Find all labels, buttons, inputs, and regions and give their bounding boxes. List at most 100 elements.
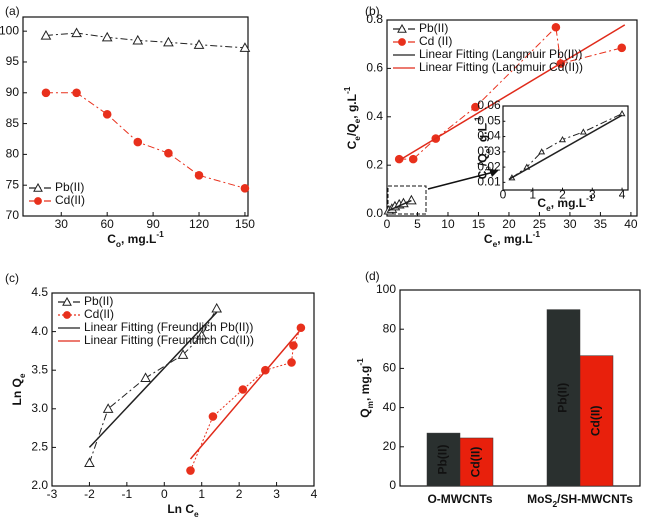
x-axis-label-part: -1 — [586, 193, 594, 203]
y-tick-label: 60 — [383, 361, 397, 375]
panel-label: (c) — [5, 271, 19, 285]
x-axis-label-part: -1 — [156, 229, 164, 239]
x-tick-label: 4 — [619, 187, 626, 201]
x-tick-label: 120 — [189, 217, 209, 231]
marker — [238, 385, 248, 394]
y-axis-label-part: /Q — [345, 123, 359, 136]
marker — [62, 296, 72, 306]
bar-label: Pb(II) — [436, 445, 450, 475]
x-tick-label: 5 — [414, 217, 421, 231]
marker — [186, 466, 195, 475]
x-tick-label: MoS2/SH-MWCNTs — [527, 492, 633, 509]
y-tick-label: 0.2 — [366, 157, 383, 171]
y-tick-label: 95 — [6, 54, 20, 68]
y-axis-label: Ce/Qe, g.L-1 — [342, 86, 362, 149]
marker — [208, 412, 218, 421]
y-tick-label: 0.06 — [477, 98, 501, 112]
x-axis-label: Ln Ce — [167, 502, 199, 519]
y-tick-label: 85 — [6, 116, 20, 130]
y-tick-label: 90 — [6, 85, 20, 99]
marker — [471, 102, 480, 112]
y-tick-label: 0.4 — [366, 109, 383, 123]
marker — [559, 135, 566, 143]
x-axis-label: Ce, mg.L-1 — [537, 193, 593, 213]
panel-label: (b) — [365, 4, 380, 18]
bar — [459, 437, 494, 487]
marker — [196, 329, 208, 340]
y-tick-label: 4.5 — [31, 285, 48, 299]
x-tick-label: O-MWCNTs — [427, 492, 492, 506]
y-tick-label: 40 — [383, 400, 397, 414]
x-tick-label: 25 — [533, 217, 547, 231]
bar-label: Cd(II) — [469, 447, 483, 478]
legend-label: Pb(II) — [55, 180, 84, 194]
y-tick-label: 4.0 — [31, 324, 48, 338]
y-tick-label: 20 — [383, 439, 397, 453]
marker — [34, 197, 42, 205]
x-axis-label-part: -1 — [533, 229, 541, 239]
y-axis-label-part: e — [482, 166, 492, 171]
marker — [101, 31, 113, 42]
marker — [140, 372, 151, 383]
x-tick-label: 3 — [589, 187, 596, 201]
series-line — [508, 114, 623, 180]
legend-label: Cd(II) — [84, 307, 114, 321]
y-tick-label: 80 — [6, 147, 20, 161]
y-tick-label: 0.05 — [477, 113, 501, 127]
y-tick-label: 0.0 — [366, 206, 383, 220]
plot-frame — [386, 19, 638, 217]
x-tick-label-part: MoS — [527, 492, 552, 506]
y-axis-label-part: Q — [358, 408, 372, 417]
series-line — [189, 331, 300, 460]
x-axis-label-part: Ln C — [167, 502, 194, 516]
marker — [618, 109, 626, 117]
x-tick-label: 0 — [384, 217, 391, 231]
y-tick-label: 0.04 — [477, 129, 501, 143]
y-axis-label-part: -1 — [472, 116, 482, 124]
x-tick-label: -3 — [47, 487, 58, 501]
legend-label: Pb(II) — [84, 294, 113, 308]
y-axis-label-part: -1 — [342, 86, 352, 94]
y-axis-label-part: , mg.g — [358, 366, 372, 401]
x-axis-label-part: e — [546, 203, 551, 213]
arrow-head — [489, 169, 499, 177]
x-tick-label-part: /SH-MWCNTs — [557, 492, 633, 506]
x-tick-label: 2 — [236, 487, 243, 501]
x-tick-label: 40 — [624, 217, 638, 231]
marker — [194, 171, 204, 180]
x-tick-label: 0 — [161, 487, 168, 501]
x-tick-label: 30 — [563, 217, 577, 231]
plot-frame — [51, 292, 315, 487]
x-axis-label-part: C — [484, 232, 493, 246]
bar — [579, 355, 614, 487]
x-axis-label-part: C — [537, 196, 546, 210]
y-axis-label-part: -1 — [355, 358, 365, 366]
y-axis-label-part: e — [17, 373, 27, 378]
y-axis-label-part: /Q — [475, 153, 489, 166]
marker — [397, 23, 407, 33]
legend-label: Linear Fitting (Langmuir Pb(II)) — [419, 47, 582, 61]
bar-label: Cd(II) — [589, 405, 603, 436]
x-tick-label: 30 — [55, 217, 69, 231]
y-tick-label: 3.0 — [31, 401, 48, 415]
x-axis-label-part: o — [116, 239, 121, 249]
marker — [289, 341, 298, 350]
y-axis-label-part: C — [345, 140, 359, 149]
y-tick-label: 2.0 — [31, 478, 48, 492]
y-tick-label: 100 — [0, 23, 19, 37]
y-axis-label: Qm, mg.g-1 — [355, 358, 375, 418]
x-tick-label: 2 — [559, 187, 566, 201]
x-tick-label-part: 2 — [552, 499, 557, 509]
y-axis-label-part: C — [475, 170, 489, 179]
y-tick-label: 75 — [6, 177, 20, 191]
bar — [546, 309, 581, 487]
series-line — [387, 199, 412, 212]
y-tick-label: 100 — [376, 282, 396, 296]
x-tick-label: 150 — [235, 217, 255, 231]
marker — [240, 183, 250, 193]
marker — [579, 128, 587, 135]
marker — [287, 358, 296, 367]
x-tick-label: 4 — [311, 487, 318, 501]
legend-label: Linear Fitting (Freundlich Cd(II)) — [84, 333, 254, 347]
y-tick-label: 0.6 — [366, 61, 383, 75]
